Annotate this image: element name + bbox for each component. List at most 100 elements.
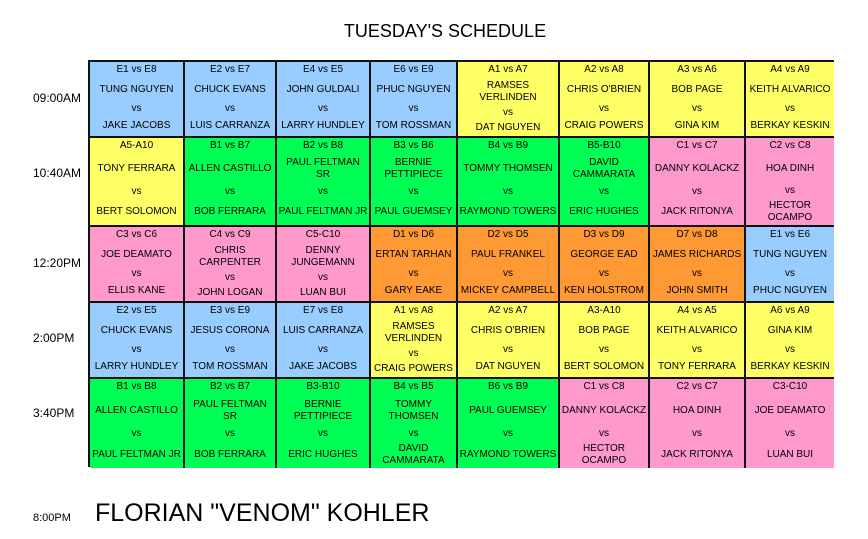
vs-label: vs [692, 427, 702, 439]
vs-label: vs [131, 267, 142, 279]
player-1: BERNIE PETTIPIECE [384, 157, 443, 181]
player-1: PAUL FELTMAN SR [193, 398, 267, 422]
player-1: HOA DINH [672, 404, 722, 416]
match-label: C2 vs C8 [769, 140, 811, 151]
match-label: A3 vs A6 [677, 64, 717, 75]
match-cell: E7 vs E8 LUIS CARRANZA vs JAKE JACOBS [277, 303, 371, 379]
vs-label: vs [225, 272, 235, 283]
match-label: C1 vs C7 [676, 140, 718, 151]
player-2: DAVID CAMMARATA [382, 442, 445, 466]
player-2: BOB FERRARA [194, 206, 266, 218]
vs-label: vs [692, 102, 702, 114]
match-cell: B4 vs B9 TOMMY THOMSEN vs RAYMOND TOWERS [458, 138, 560, 227]
match-cell: A1 vs A8 RAMSES VERLINDEN vs CRAIG POWERS [371, 303, 458, 379]
vs-label: vs [785, 102, 795, 114]
player-1: DENNY JUNGEMANN [291, 245, 355, 268]
match-cell: B4 vs B5 TOMMY THOMSEN vs DAVID CAMMARATA [371, 379, 458, 468]
vs-label: vs [225, 185, 235, 197]
match-label: A5-A10 [119, 140, 154, 151]
vs-label: vs [131, 185, 142, 197]
match-cell: B5-B10 DAVID CAMMARATA vs ERIC HUGHES [560, 138, 650, 227]
match-label: E1 vs E6 [769, 229, 811, 240]
match-cell: D7 vs D8 JAMES RICHARDS vs JOHN SMITH [650, 227, 746, 303]
player-1: TONY FERRARA [97, 163, 176, 175]
vs-label: vs [225, 343, 235, 355]
player-1: JOE DEAMATO [754, 404, 826, 416]
player-1: PAUL FELTMAN SR [286, 157, 360, 181]
vs-label: vs [318, 102, 328, 114]
player-2: RAYMOND TOWERS [459, 448, 557, 460]
vs-label: vs [692, 267, 702, 279]
player-1: GEORGE EAD [570, 248, 638, 260]
vs-label: vs [692, 343, 702, 355]
match-cell: B1 vs B8 ALLEN CASTILLO vs PAUL FELTMAN JR [90, 379, 185, 468]
player-1: JOE DEAMATO [101, 248, 172, 260]
player-2: JOHN LOGAN [197, 287, 263, 299]
match-label: A1 vs A8 [393, 305, 434, 316]
match-label: A6 vs A9 [770, 305, 810, 316]
page-title: TUESDAY'S SCHEDULE [343, 21, 547, 41]
player-1: GINA KIM [767, 324, 813, 336]
player-1: PAUL GUEMSEY [469, 404, 547, 416]
vs-label: vs [131, 343, 142, 355]
match-cell: C1 vs C8 DANNY KOLACKZ vs HECTOR OCAMPO [560, 379, 650, 468]
match-label: B1 vs B8 [116, 381, 157, 392]
vs-label: vs [785, 267, 795, 279]
match-label: D2 vs D5 [487, 229, 529, 240]
player-2: JACK RITONYA [661, 206, 733, 218]
player-2: MICKEY CAMPBELL [460, 285, 556, 297]
match-cell: C3-C10 JOE DEAMATO vs LUAN BUI [746, 379, 834, 468]
player-1: RAMSES VERLINDEN [479, 80, 537, 103]
match-label: A2 vs A8 [584, 64, 624, 75]
player-2: TOM ROSSMAN [192, 361, 268, 373]
time-slot-label: 3:40PM [33, 406, 75, 420]
player-1: JESUS CORONA [190, 324, 270, 336]
player-1: PAUL FRANKEL [471, 248, 545, 260]
main-event-time: 8:00PM [33, 512, 71, 524]
player-1: DANNY KOLACKZ [561, 404, 647, 416]
vs-label: vs [318, 272, 328, 283]
match-cell: A1 vs A7 RAMSES VERLINDEN vs DAT NGUYEN [458, 62, 560, 138]
player-1: PHUC NGUYEN [376, 83, 451, 95]
vs-label: vs [599, 427, 609, 439]
player-1: BERNIE PETTIPIECE [293, 398, 353, 422]
player-2: GARY EAKE [384, 285, 443, 297]
match-label: C2 vs C7 [676, 381, 718, 392]
match-label: E1 vs E8 [116, 64, 157, 75]
player-2: JACK RITONYA [661, 448, 733, 460]
player-1: TOMMY THOMSEN [388, 398, 439, 422]
match-label: B4 vs B9 [487, 140, 529, 151]
player-2: CRAIG POWERS [564, 120, 644, 132]
player-2: PHUC NGUYEN [753, 285, 827, 297]
match-cell: A3-A10 BOB PAGE vs BERT SOLOMON [560, 303, 650, 379]
match-label: A2 vs A7 [488, 305, 528, 316]
player-2: HECTOR OCAMPO [767, 199, 813, 223]
match-label: B6 vs B9 [487, 381, 529, 392]
player-1: CHRIS O'BRIEN [566, 83, 642, 95]
vs-label: vs [408, 102, 419, 114]
vs-label: vs [692, 185, 702, 197]
match-cell: E2 vs E7 CHUCK EVANS vs LUIS CARRANZA [185, 62, 277, 138]
main-event-name: FLORIAN "VENOM" KOHLER [95, 499, 430, 527]
player-2: TOM ROSSMAN [375, 120, 452, 132]
vs-label: vs [503, 185, 513, 197]
player-2: BOB FERRARA [194, 448, 266, 460]
match-label: E7 vs E8 [302, 305, 344, 316]
player-2: ERIC HUGHES [569, 206, 639, 218]
match-cell: E6 vs E9 PHUC NGUYEN vs TOM ROSSMAN [371, 62, 458, 138]
vs-label: vs [408, 185, 419, 197]
player-2: BERT SOLOMON [96, 206, 177, 218]
player-1: LUIS CARRANZA [282, 324, 363, 336]
match-cell: B2 vs B8 PAUL FELTMAN SR vs PAUL FELTMAN JR [277, 138, 371, 227]
player-2: JAKE JACOBS [102, 120, 171, 132]
match-label: D1 vs D6 [392, 229, 435, 240]
player-1: BOB PAGE [578, 324, 630, 336]
player-1: ALLEN CASTILLO [95, 404, 178, 416]
match-cell: A5-A10 TONY FERRARA vs BERT SOLOMON [90, 138, 185, 227]
match-label: B3-B10 [306, 381, 340, 392]
player-2: JAKE JACOBS [289, 361, 357, 373]
match-label: C5-C10 [305, 229, 341, 240]
match-cell: D3 vs D9 GEORGE EAD vs KEN HOLSTROM [560, 227, 650, 303]
player-1: KEITH ALVARICO [749, 83, 831, 95]
match-cell: A3 vs A6 BOB PAGE vs GINA KIM [650, 62, 746, 138]
